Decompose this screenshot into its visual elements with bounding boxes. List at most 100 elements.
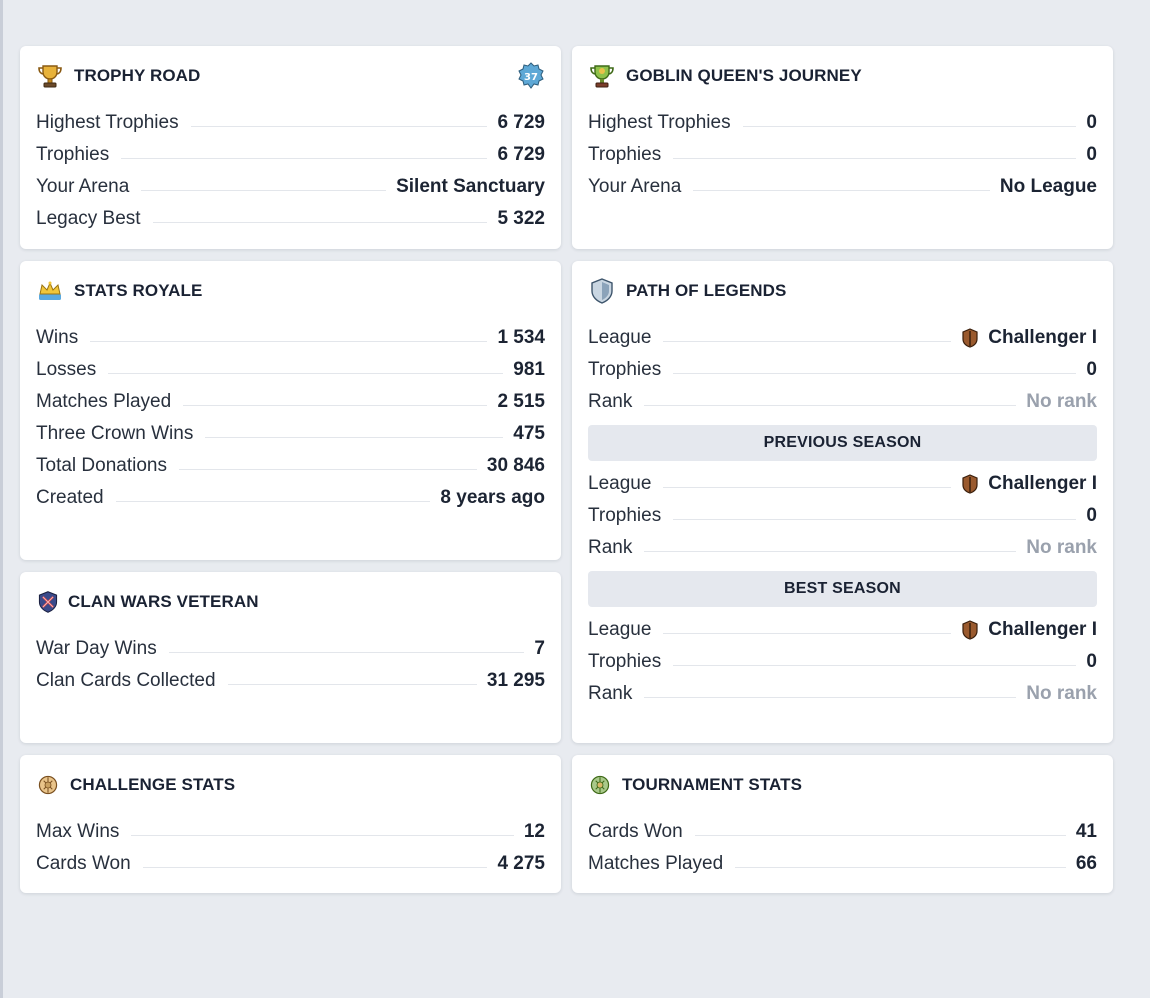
stat-row: Highest Trophies 0 [588,107,1097,139]
goblin-trophy-icon [590,65,614,88]
stat-value: 475 [513,423,545,444]
stat-row: Created 8 years ago [36,482,545,514]
stat-value: 5 322 [497,208,545,229]
stat-row: Matches Played 2 515 [36,386,545,418]
stat-value: 0 [1086,651,1097,672]
stats-royale-card: STATS ROYALE Wins 1 534 Losses 981 Matches… [20,261,561,560]
stat-row: Legacy Best 5 322 [36,203,545,235]
stat-row: Matches Played 66 [588,848,1097,880]
stat-value: Silent Sanctuary [396,176,545,197]
card-header: CHALLENGE STATS [36,770,545,800]
card-header: STATS ROYALE [36,276,545,306]
stat-row: League Challenger I [588,468,1097,500]
stat-row: League Challenger I [588,322,1097,354]
stat-label: Matches Played [588,853,724,874]
page-left-border [0,0,3,998]
stat-value: 981 [513,359,545,380]
stat-label: Max Wins [36,821,120,842]
challenge-icon [38,775,58,795]
stat-label: Rank [588,537,633,558]
path-of-legends-card: PATH OF LEGENDS League Challenger I Troph… [572,261,1113,743]
stat-label: Trophies [588,359,662,380]
clan-wars-card: CLAN WARS VETERAN War Day Wins 7 Clan Car… [20,572,561,743]
stat-label: War Day Wins [36,638,157,659]
stat-row: War Day Wins 7 [36,633,545,665]
stat-label: Trophies [588,651,662,672]
stat-label: Cards Won [36,853,131,874]
stat-value: 1 534 [497,327,545,348]
stat-label: Clan Cards Collected [36,670,216,691]
previous-season-heading: PREVIOUS SEASON [588,425,1097,461]
stat-row: Cards Won 4 275 [36,848,545,880]
challenger-league-icon [962,620,978,640]
stat-label: Legacy Best [36,208,141,229]
stat-label: Your Arena [36,176,130,197]
stat-row: Losses 981 [36,354,545,386]
stat-label: Total Donations [36,455,167,476]
stat-row: Trophies 0 [588,354,1097,386]
league-value: Challenger I [988,473,1097,494]
league-value: Challenger I [988,327,1097,348]
best-season-heading: BEST SEASON [588,571,1097,607]
stat-value: 7 [534,638,545,659]
stat-value: 41 [1075,821,1097,842]
stat-row: Clan Cards Collected 31 295 [36,665,545,697]
stat-value: 4 275 [497,853,545,874]
card-title: STATS ROYALE [74,281,203,300]
stat-label: Trophies [36,144,110,165]
stat-label: League [588,327,652,348]
card-header: CLAN WARS VETERAN [36,587,545,617]
card-header: TROPHY ROAD 37 [36,61,545,91]
stat-row: Trophies 0 [588,500,1097,532]
trophy-road-card: TROPHY ROAD 37 Highest Trophies 6 729 Tro… [20,46,561,249]
stat-label: Matches Played [36,391,172,412]
stat-value: 0 [1086,112,1097,133]
stat-row: Trophies 0 [588,139,1097,171]
challenger-league-icon [962,474,978,494]
card-title: TOURNAMENT STATS [622,775,803,794]
stat-value: 6 729 [497,144,545,165]
stat-label: Cards Won [588,821,683,842]
card-title: GOBLIN QUEEN'S JOURNEY [626,66,862,85]
stat-value: No rank [1026,391,1097,412]
stat-label: Rank [588,391,633,412]
stat-row: Rank No rank [588,678,1097,710]
stat-row: Trophies 6 729 [36,139,545,171]
stat-value: Challenger I [961,473,1097,495]
card-title: PATH OF LEGENDS [626,281,787,300]
stat-row: Trophies 0 [588,646,1097,678]
stat-label: Losses [36,359,97,380]
stat-value: 8 years ago [440,487,545,508]
stat-row: Your Arena Silent Sanctuary [36,171,545,203]
goblin-queen-card: GOBLIN QUEEN'S JOURNEY Highest Trophies 0… [572,46,1113,249]
level-badge-text: 37 [524,72,538,83]
challenge-stats-card: CHALLENGE STATS Max Wins 12 Cards Won 4 27… [20,755,561,893]
stat-value: No rank [1026,537,1097,558]
stat-row: Highest Trophies 6 729 [36,107,545,139]
stat-row: Rank No rank [588,386,1097,418]
league-value: Challenger I [988,619,1097,640]
challenger-league-icon [962,328,978,348]
stat-value: 30 846 [486,455,545,476]
stat-label: Three Crown Wins [36,423,194,444]
stat-label: Wins [36,327,79,348]
stat-value: 66 [1075,853,1097,874]
stat-row: Total Donations 30 846 [36,450,545,482]
stat-value: 0 [1086,505,1097,526]
stat-value: 31 295 [486,670,545,691]
stat-label: Rank [588,683,633,704]
stat-value: 2 515 [497,391,545,412]
stat-label: League [588,619,652,640]
card-header: PATH OF LEGENDS [588,276,1097,306]
stat-value: 6 729 [497,112,545,133]
stat-label: Created [36,487,104,508]
stat-row: League Challenger I [588,614,1097,646]
clan-wars-icon [38,591,58,613]
stat-value: 0 [1086,144,1097,165]
stat-label: Your Arena [588,176,682,197]
stat-value: Challenger I [961,327,1097,349]
card-title: CLAN WARS VETERAN [68,592,259,611]
stat-label: League [588,473,652,494]
card-title: TROPHY ROAD [74,66,201,85]
stat-value: Challenger I [961,619,1097,641]
